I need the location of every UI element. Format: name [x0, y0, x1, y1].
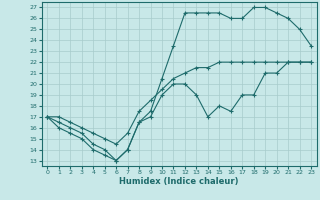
X-axis label: Humidex (Indice chaleur): Humidex (Indice chaleur) [119, 177, 239, 186]
